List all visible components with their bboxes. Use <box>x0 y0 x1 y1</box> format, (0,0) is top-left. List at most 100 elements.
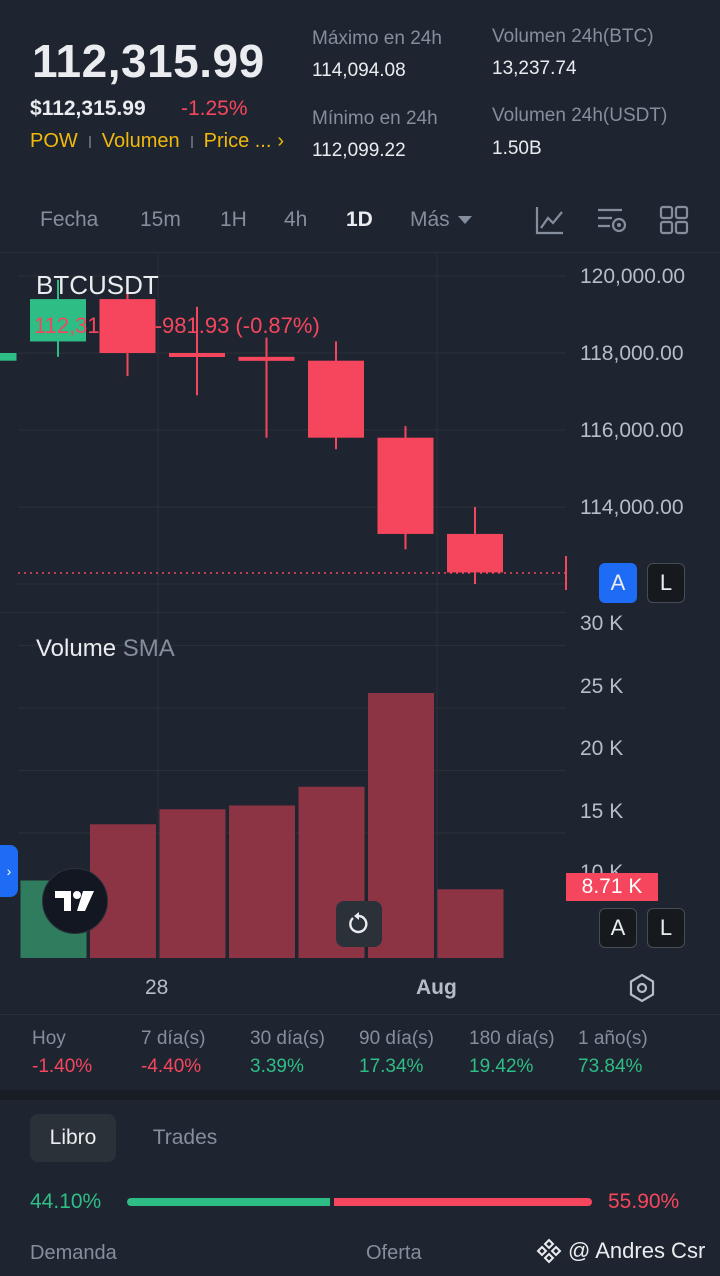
performance-label: Hoy <box>32 1028 66 1049</box>
low-24h-label: Mínimo en 24h <box>312 108 438 129</box>
chart-settings-icon[interactable] <box>596 204 628 236</box>
drawer-handle[interactable]: › <box>0 845 18 897</box>
ask-label: Oferta <box>366 1242 422 1264</box>
volume-auto-scale-button[interactable]: A <box>599 908 637 948</box>
section-gap <box>0 1090 720 1100</box>
volume-axis-tick: 20 K <box>580 737 624 760</box>
bid-label: Demanda <box>30 1242 117 1264</box>
price-axis-tick: 120,000.00 <box>580 265 686 288</box>
tag-separator <box>88 135 91 148</box>
tab-fecha[interactable]: Fecha <box>40 208 99 231</box>
price-change-percent: -1.25% <box>181 97 248 120</box>
high-24h-label: Máximo en 24h <box>312 28 442 49</box>
tag-separator <box>190 135 193 148</box>
volume-bar <box>159 809 226 958</box>
tab-4h[interactable]: 4h <box>284 208 308 231</box>
layout-grid-icon[interactable] <box>658 204 690 236</box>
tag-pow[interactable]: POW <box>30 130 78 152</box>
performance-item: Hoy -1.40% <box>32 1028 142 1078</box>
reset-icon <box>349 912 368 934</box>
performance-label: 7 día(s) <box>141 1028 206 1049</box>
performance-item: 7 día(s) -4.40% <box>141 1028 251 1078</box>
performance-item: 1 año(s) 73.84% <box>578 1028 688 1078</box>
volume-btc-label: Volumen 24h(BTC) <box>492 26 654 47</box>
performance-value: -1.40% <box>32 1056 93 1077</box>
price-axis-tick: 118,000.00 <box>580 342 684 365</box>
volume-bar <box>437 889 504 958</box>
performance-item: 30 día(s) 3.39% <box>250 1028 360 1078</box>
watermark: @ Andres Csr <box>536 1238 705 1264</box>
x-axis-tick: Aug <box>416 976 457 999</box>
candle-body <box>0 353 17 361</box>
tab-15m[interactable]: 15m <box>140 208 181 231</box>
usd-price: $112,315.99 <box>30 97 146 120</box>
volume-pane-title: Volume SMA <box>36 635 175 663</box>
volume-title: Volume <box>36 635 117 662</box>
tag-price[interactable]: Price ... <box>203 130 272 152</box>
chart-config-icon[interactable] <box>626 972 658 1004</box>
volume-sma: SMA <box>122 635 175 662</box>
chevron-right-icon: › <box>6 863 12 879</box>
performance-value: 3.39% <box>250 1056 304 1077</box>
performance-value: 17.34% <box>359 1056 424 1077</box>
tab-1d[interactable]: 1D <box>346 208 373 231</box>
ask-ratio-bar <box>334 1198 592 1206</box>
tab-more[interactable]: Más <box>410 208 472 232</box>
candle-body <box>447 533 503 573</box>
chevron-right-icon[interactable]: › <box>277 130 285 152</box>
volume-last-badge: 8.71 K <box>566 873 658 901</box>
tab-trades[interactable]: Trades <box>152 1126 218 1149</box>
log-scale-button[interactable]: L <box>647 563 685 603</box>
tab-more-label: Más <box>410 208 450 231</box>
tag-volumen[interactable]: Volumen <box>101 130 180 152</box>
tag-row[interactable]: POW Volumen Price ... › <box>30 130 284 153</box>
performance-value: 73.84% <box>578 1056 643 1077</box>
volume-axis-tick: 15 K <box>580 800 624 823</box>
price-axis-tick: 114,000.00 <box>580 496 684 519</box>
tradingview-icon <box>55 891 94 911</box>
pane-divider <box>0 612 566 613</box>
candles <box>0 279 503 584</box>
tradingview-logo[interactable] <box>42 868 108 934</box>
bid-percent: 44.10% <box>30 1190 102 1213</box>
performance-label: 1 año(s) <box>578 1028 648 1049</box>
tab-libro[interactable]: Libro <box>30 1114 116 1162</box>
volume-log-scale-button[interactable]: L <box>647 908 685 948</box>
volume-axis-tick: 30 K <box>580 612 624 635</box>
indicator-chart-icon[interactable] <box>534 204 566 236</box>
auto-scale-button[interactable]: A <box>599 563 637 603</box>
candle-body <box>377 437 434 534</box>
candle-body <box>238 356 295 361</box>
price-axis-tick: 116,000.00 <box>580 419 684 442</box>
volume-btc-value: 13,237.74 <box>492 58 577 79</box>
candle-body <box>99 299 156 353</box>
performance-item: 90 día(s) 17.34% <box>359 1028 469 1078</box>
candle-body <box>169 353 225 357</box>
high-24h-value: 114,094.08 <box>312 60 406 81</box>
volume-bar <box>229 805 295 958</box>
low-24h-value: 112,099.22 <box>312 140 406 161</box>
ask-percent: 55.90% <box>608 1190 680 1213</box>
caret-down-icon <box>457 216 472 224</box>
performance-label: 180 día(s) <box>469 1028 555 1049</box>
performance-value: 19.42% <box>469 1056 534 1077</box>
reset-chart-button[interactable] <box>336 901 382 947</box>
tab-1h[interactable]: 1H <box>220 208 247 231</box>
divider <box>0 252 720 253</box>
volume-usdt-value: 1.50B <box>492 138 542 159</box>
bid-ratio-bar <box>127 1198 331 1206</box>
watermark-text: @ Andres Csr <box>568 1238 706 1263</box>
x-axis-tick: 28 <box>145 976 169 999</box>
last-price: 112,315.99 <box>32 35 265 87</box>
candle-body <box>30 299 86 342</box>
volume-axis-tick: 10 K <box>580 861 624 873</box>
candle-body <box>308 360 364 438</box>
chart-symbol: BTCUSDT <box>36 270 159 300</box>
performance-label: 30 día(s) <box>250 1028 325 1049</box>
chart-ohlc-info: 112,315.99 -981.93 (-0.87%) <box>34 313 320 338</box>
performance-label: 90 día(s) <box>359 1028 434 1049</box>
performance-value: -4.40% <box>141 1056 202 1077</box>
performance-item: 180 día(s) 19.42% <box>469 1028 579 1078</box>
volume-usdt-label: Volumen 24h(USDT) <box>492 105 668 126</box>
binance-logo-icon <box>536 1238 562 1264</box>
